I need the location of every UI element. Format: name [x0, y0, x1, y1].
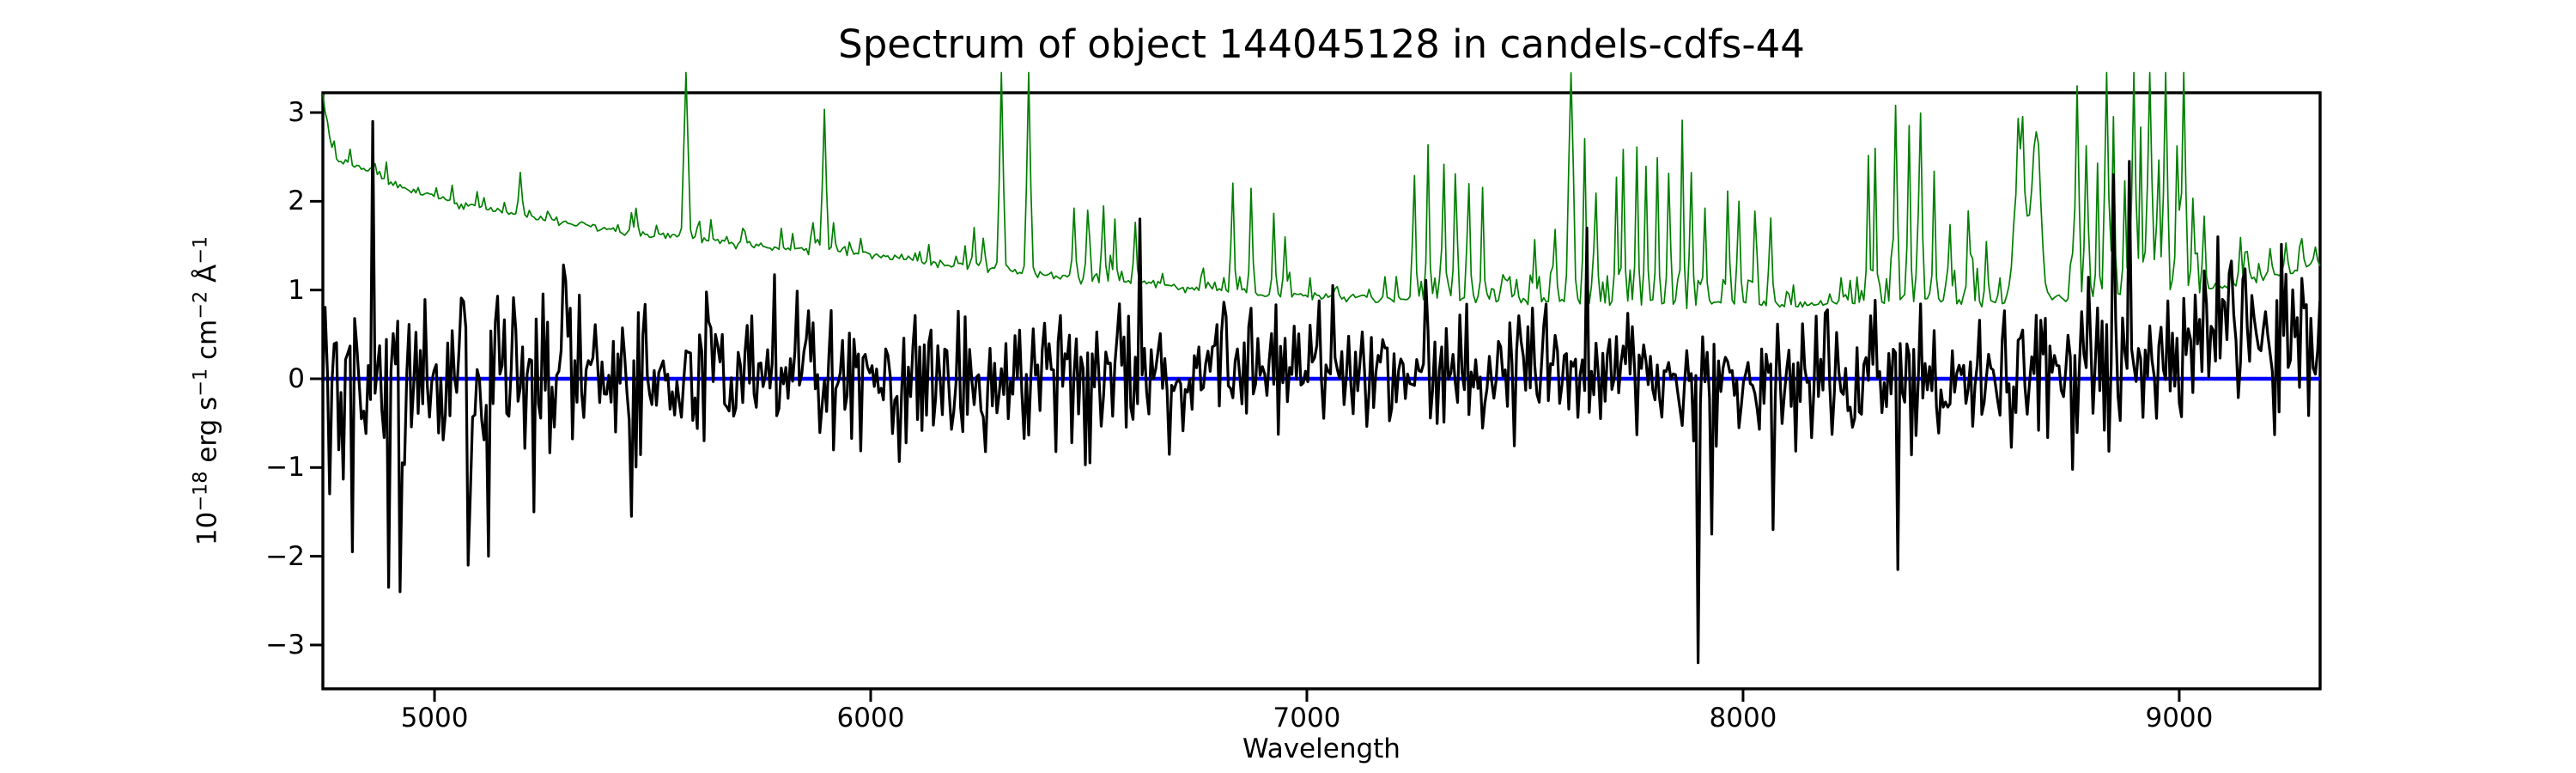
x-tick-label: 8000: [1709, 703, 1777, 733]
x-tick-label: 5000: [400, 703, 469, 733]
axes-frame: [321, 91, 2322, 691]
y-tick-label: −1: [265, 452, 305, 484]
x-tick-label: 7000: [1273, 703, 1341, 733]
x-tick-label: 6000: [836, 703, 905, 733]
x-axis-label: Wavelength: [1242, 733, 1400, 764]
plot-title: Spectrum of object 144045128 in candels-…: [838, 21, 1805, 67]
y-tick-label: 3: [288, 97, 305, 129]
x-tick-label: 9000: [2145, 703, 2214, 733]
y-tick-label: −3: [265, 629, 305, 660]
y-axis-label-exponent: −1: [189, 235, 212, 265]
y-tick-label: 0: [288, 363, 305, 394]
flux-spectrum-line: [321, 119, 2322, 665]
sky-noise-spectrum-line: [322, 71, 2321, 309]
y-tick-label: 1: [288, 274, 305, 306]
y-tick-label: 2: [288, 186, 305, 217]
y-tick-label: −2: [265, 540, 305, 572]
